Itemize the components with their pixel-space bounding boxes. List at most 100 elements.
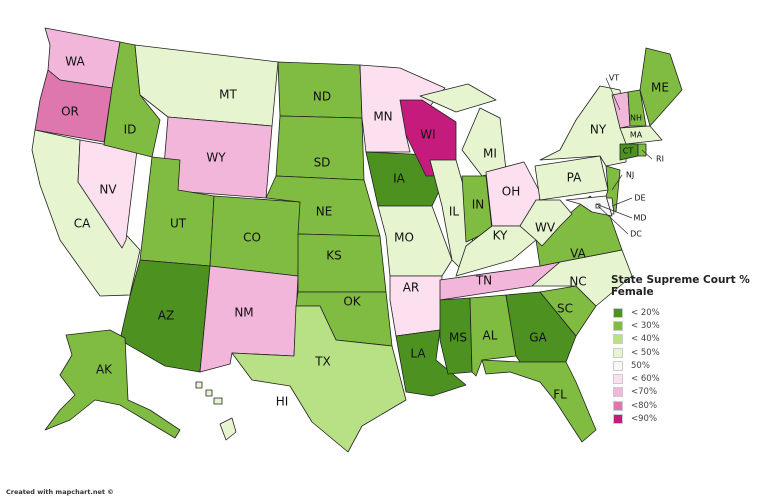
state-shape[interactable] bbox=[34, 69, 113, 143]
state-label-ut: UT bbox=[170, 217, 187, 231]
state-shape[interactable] bbox=[481, 359, 597, 443]
legend-swatch bbox=[613, 347, 623, 358]
legend-item-lt70: <70% bbox=[613, 386, 758, 399]
state-label-md: MD bbox=[633, 214, 646, 223]
state-md[interactable] bbox=[565, 195, 613, 217]
state-label-ny: NY bbox=[590, 123, 607, 137]
state-label-ok: OK bbox=[343, 295, 361, 309]
state-shape[interactable] bbox=[461, 107, 507, 177]
state-label-wi: WI bbox=[420, 128, 435, 142]
state-shape[interactable] bbox=[219, 417, 237, 441]
legend-item-lt90: <90% bbox=[613, 412, 758, 425]
state-shape[interactable] bbox=[44, 329, 181, 439]
state-me[interactable] bbox=[639, 47, 683, 127]
state-label-ma: MA bbox=[630, 131, 643, 140]
state-label-in: IN bbox=[472, 198, 485, 212]
legend-item-lt80: <80% bbox=[613, 399, 758, 412]
state-ak[interactable] bbox=[44, 329, 181, 439]
state-tx[interactable] bbox=[231, 305, 407, 453]
state-label-mn: MN bbox=[373, 110, 392, 124]
state-or[interactable] bbox=[34, 69, 113, 143]
legend-item-lt60: < 60% bbox=[613, 372, 758, 385]
state-label-oh: OH bbox=[502, 185, 520, 199]
state-label-nc: NC bbox=[569, 275, 586, 289]
state-shape[interactable] bbox=[275, 115, 365, 181]
state-label-co: CO bbox=[243, 231, 261, 245]
state-shape[interactable] bbox=[134, 44, 279, 127]
state-mi[interactable] bbox=[419, 83, 507, 177]
state-label-ks: KS bbox=[326, 249, 342, 263]
leader-line bbox=[641, 149, 653, 160]
credit-text: Created with mapchart.net © bbox=[6, 488, 114, 496]
state-label-tn: TN bbox=[475, 274, 492, 288]
state-shape[interactable] bbox=[639, 47, 683, 127]
legend-swatch bbox=[613, 400, 623, 411]
state-label-ms: MS bbox=[449, 331, 467, 345]
state-mo[interactable] bbox=[377, 205, 453, 277]
state-label-ne: NE bbox=[316, 205, 333, 219]
state-label-ky: KY bbox=[493, 229, 508, 243]
leader-line bbox=[595, 203, 633, 219]
state-shape[interactable] bbox=[439, 297, 473, 375]
state-label-pa: PA bbox=[567, 171, 582, 185]
legend-label: < 20% bbox=[631, 307, 660, 318]
state-sd[interactable] bbox=[275, 115, 365, 181]
state-label-ca: CA bbox=[74, 217, 91, 231]
legend-swatch bbox=[613, 414, 623, 425]
state-label-wa: WA bbox=[65, 55, 85, 69]
state-label-il: IL bbox=[449, 205, 460, 219]
state-shape[interactable] bbox=[619, 125, 663, 145]
state-label-wy: WY bbox=[206, 151, 226, 165]
state-label-mo: MO bbox=[394, 231, 414, 245]
state-label-nv: NV bbox=[99, 183, 117, 197]
legend-title: State Supreme Court % Female bbox=[611, 274, 750, 298]
state-label-ri: RI bbox=[656, 155, 664, 164]
legend-swatch bbox=[613, 307, 623, 318]
state-shape[interactable] bbox=[419, 83, 497, 113]
state-label-ia: IA bbox=[393, 172, 406, 186]
leader-line bbox=[605, 77, 621, 111]
legend-swatch bbox=[613, 387, 623, 398]
state-label-ar: AR bbox=[403, 281, 420, 295]
state-shape[interactable] bbox=[205, 389, 213, 397]
state-label-id: ID bbox=[124, 123, 137, 137]
state-ks[interactable] bbox=[297, 233, 387, 293]
state-label-nh: NH bbox=[630, 114, 642, 123]
state-label-fl: FL bbox=[553, 388, 567, 402]
legend-swatch bbox=[613, 374, 623, 385]
state-label-hi: HI bbox=[276, 395, 289, 409]
state-shape[interactable] bbox=[195, 381, 203, 389]
state-ms[interactable] bbox=[439, 297, 473, 375]
state-label-mi: MI bbox=[483, 147, 497, 161]
legend-label: 50% bbox=[631, 360, 650, 371]
legend-label: <80% bbox=[631, 400, 658, 411]
state-hi[interactable] bbox=[195, 381, 237, 441]
state-label-de: DE bbox=[634, 194, 645, 203]
legend-label: < 30% bbox=[631, 320, 660, 331]
state-label-tx: TX bbox=[314, 355, 331, 369]
state-mt[interactable] bbox=[134, 44, 279, 127]
state-label-az: AZ bbox=[158, 309, 174, 323]
state-label-ga: GA bbox=[529, 331, 547, 345]
state-label-dc: DC bbox=[630, 230, 642, 239]
state-shape[interactable] bbox=[213, 397, 223, 405]
legend-label: < 40% bbox=[631, 334, 660, 345]
state-label-nm: NM bbox=[234, 306, 253, 320]
state-shape[interactable] bbox=[377, 205, 453, 277]
state-label-nj: NJ bbox=[626, 171, 634, 180]
state-shape[interactable] bbox=[565, 195, 613, 217]
legend-swatch bbox=[613, 334, 623, 345]
state-label-la: LA bbox=[410, 347, 426, 361]
state-label-sc: SC bbox=[557, 302, 573, 316]
legend-swatch bbox=[613, 360, 623, 371]
legend-label: <70% bbox=[631, 387, 658, 398]
state-shape[interactable] bbox=[231, 305, 407, 453]
state-label-ct: CT bbox=[623, 147, 634, 156]
state-shape[interactable] bbox=[297, 233, 387, 293]
state-fl[interactable] bbox=[481, 359, 597, 443]
state-label-ak: AK bbox=[96, 363, 113, 377]
state-label-or: OR bbox=[61, 105, 79, 119]
state-ma[interactable] bbox=[619, 125, 663, 145]
state-label-nd: ND bbox=[313, 90, 331, 104]
